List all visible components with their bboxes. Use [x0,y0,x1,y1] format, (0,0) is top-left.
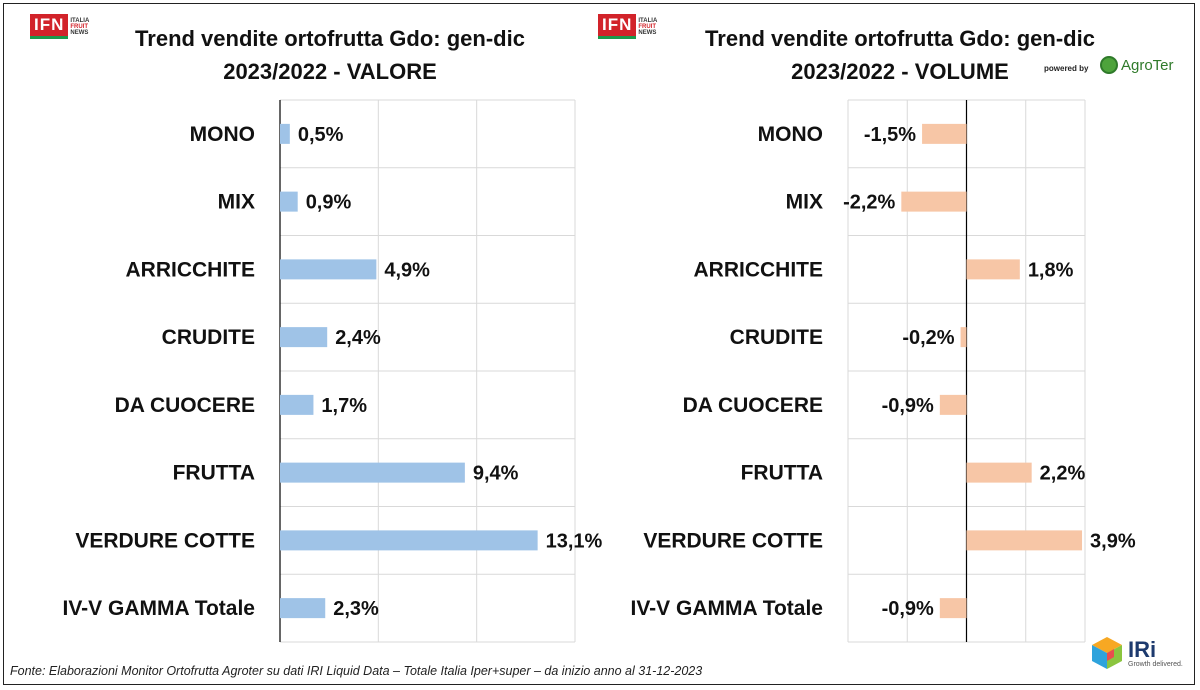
category-label: CRUDITE [730,326,823,349]
ifn-logo-subtext: ITALIA FRUIT NEWS [70,18,89,36]
category-label: MIX [786,191,823,214]
chart-volume: MONO -1,5% MIX -2,2% ARRICCHITE 1,8% CRUDITE -0… [630,99,1136,643]
data-label: 2,4% [335,327,381,349]
chart-title-line1: Trend vendite ortofrutta Gdo: gen-dic [705,26,1095,51]
data-label: -0,9% [882,395,934,417]
chart-valore: MONO 0,5% MIX 0,9% ARRICCHITE 4,9% CRUDITE 2,4%… [62,99,603,643]
category-label: FRUTTA [741,462,823,485]
ifn-logo-left: IFN ITALIA FRUIT NEWS [30,14,89,39]
category-label: DA CUOCERE [683,394,823,417]
ifn-logo-right: IFN ITALIA FRUIT NEWS [598,14,657,39]
bar [280,462,465,483]
ifn-logo-sub-fruit: FRUIT [638,23,657,30]
data-label: 2,2% [1040,463,1086,485]
ifn-logo-sub-fruit: FRUIT [70,23,89,30]
category-label: CRUDITE [162,326,255,349]
ifn-logo-mark: IFN [598,14,637,39]
data-label: -0,9% [882,598,934,620]
bar [280,259,377,280]
chart-title-line1: Trend vendite ortofrutta Gdo: gen-dic [135,26,525,51]
data-label: -1,5% [864,124,916,146]
ifn-logo-sub-news: NEWS [638,29,657,36]
bar [280,530,538,551]
data-label: 3,9% [1090,530,1136,552]
bar [280,327,328,348]
source-footnote: Fonte: Elaborazioni Monitor Ortofrutta A… [10,664,703,678]
category-label: ARRICCHITE [126,258,256,281]
category-label: VERDURE COTTE [75,529,255,552]
data-label: 4,9% [384,259,430,281]
powered-by-text: powered by [1044,64,1089,73]
category-label: IV-V GAMMA Totale [630,597,823,620]
chart-title-valore: Trend vendite ortofrutta Gdo: gen-dic 20… [95,22,565,88]
ifn-logo-sub-italia: ITALIA [638,17,658,24]
ifn-logo-subtext: ITALIA FRUIT NEWS [638,18,657,36]
agroter-logo: AgroTer [1100,56,1174,74]
data-label: 1,8% [1028,259,1074,281]
data-label: 2,3% [333,598,379,620]
ifn-logo-sub-italia: ITALIA [70,17,90,24]
bar [901,191,967,212]
iri-logo: IRi Growth delivered. [1090,636,1183,670]
bar [966,530,1083,551]
data-label: -2,2% [843,192,895,214]
iri-logo-name: IRi [1128,636,1157,662]
bar [966,259,1020,280]
category-label: MONO [190,123,255,146]
agroter-leaf-icon [1100,56,1118,74]
chart-title-line2: 2023/2022 - VOLUME [791,59,1009,84]
bar [939,598,967,619]
bar [966,462,1032,483]
ifn-logo-sub-news: NEWS [70,29,89,36]
data-label: 13,1% [546,530,603,552]
iri-logo-tagline: Growth delivered. [1128,660,1183,668]
bar [280,598,326,619]
category-label: MIX [218,191,255,214]
category-label: FRUTTA [173,462,255,485]
chart-title-volume: Trend vendite ortofrutta Gdo: gen-dic 20… [665,22,1135,88]
data-label: 0,9% [306,192,352,214]
category-label: ARRICCHITE [694,258,824,281]
category-label: IV-V GAMMA Totale [62,597,255,620]
bar [280,123,290,144]
bar [280,394,314,415]
agroter-logo-text: AgroTer [1121,56,1174,74]
data-label: 9,4% [473,463,519,485]
bar [939,394,967,415]
bar [280,191,298,212]
data-label: 0,5% [298,124,344,146]
data-label: -0,2% [902,327,954,349]
iri-cube-icon [1092,637,1122,669]
bar [960,327,967,348]
category-label: MONO [758,123,823,146]
ifn-logo-mark: IFN [30,14,69,39]
chart-title-line2: 2023/2022 - VALORE [223,59,437,84]
bar [922,123,967,144]
category-label: DA CUOCERE [115,394,255,417]
category-label: VERDURE COTTE [643,529,823,552]
data-label: 1,7% [321,395,367,417]
figure-frame [3,3,1195,685]
